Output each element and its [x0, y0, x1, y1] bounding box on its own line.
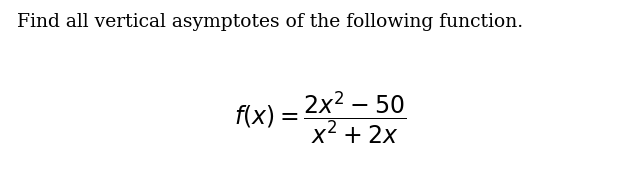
Text: Find all vertical asymptotes of the following function.: Find all vertical asymptotes of the foll… — [17, 13, 524, 31]
Text: $f(x) = \dfrac{2x^2 - 50}{x^2 + 2x}$: $f(x) = \dfrac{2x^2 - 50}{x^2 + 2x}$ — [234, 89, 406, 146]
